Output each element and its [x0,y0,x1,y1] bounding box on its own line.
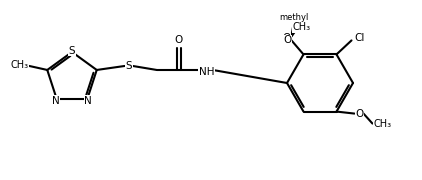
Text: S: S [69,46,75,55]
Text: methyl: methyl [279,13,308,22]
Text: O: O [284,35,292,45]
Text: O: O [282,33,291,43]
Text: CH₃: CH₃ [373,119,392,129]
Text: CH₃: CH₃ [10,60,28,70]
Text: O: O [355,109,364,119]
Text: N: N [52,96,60,105]
Text: S: S [125,61,132,71]
Text: Cl: Cl [354,33,365,43]
Text: CH₃: CH₃ [292,22,311,32]
Text: NH: NH [199,67,214,77]
Text: N: N [84,96,92,105]
Text: O: O [175,35,183,45]
Text: NH: NH [199,67,214,77]
